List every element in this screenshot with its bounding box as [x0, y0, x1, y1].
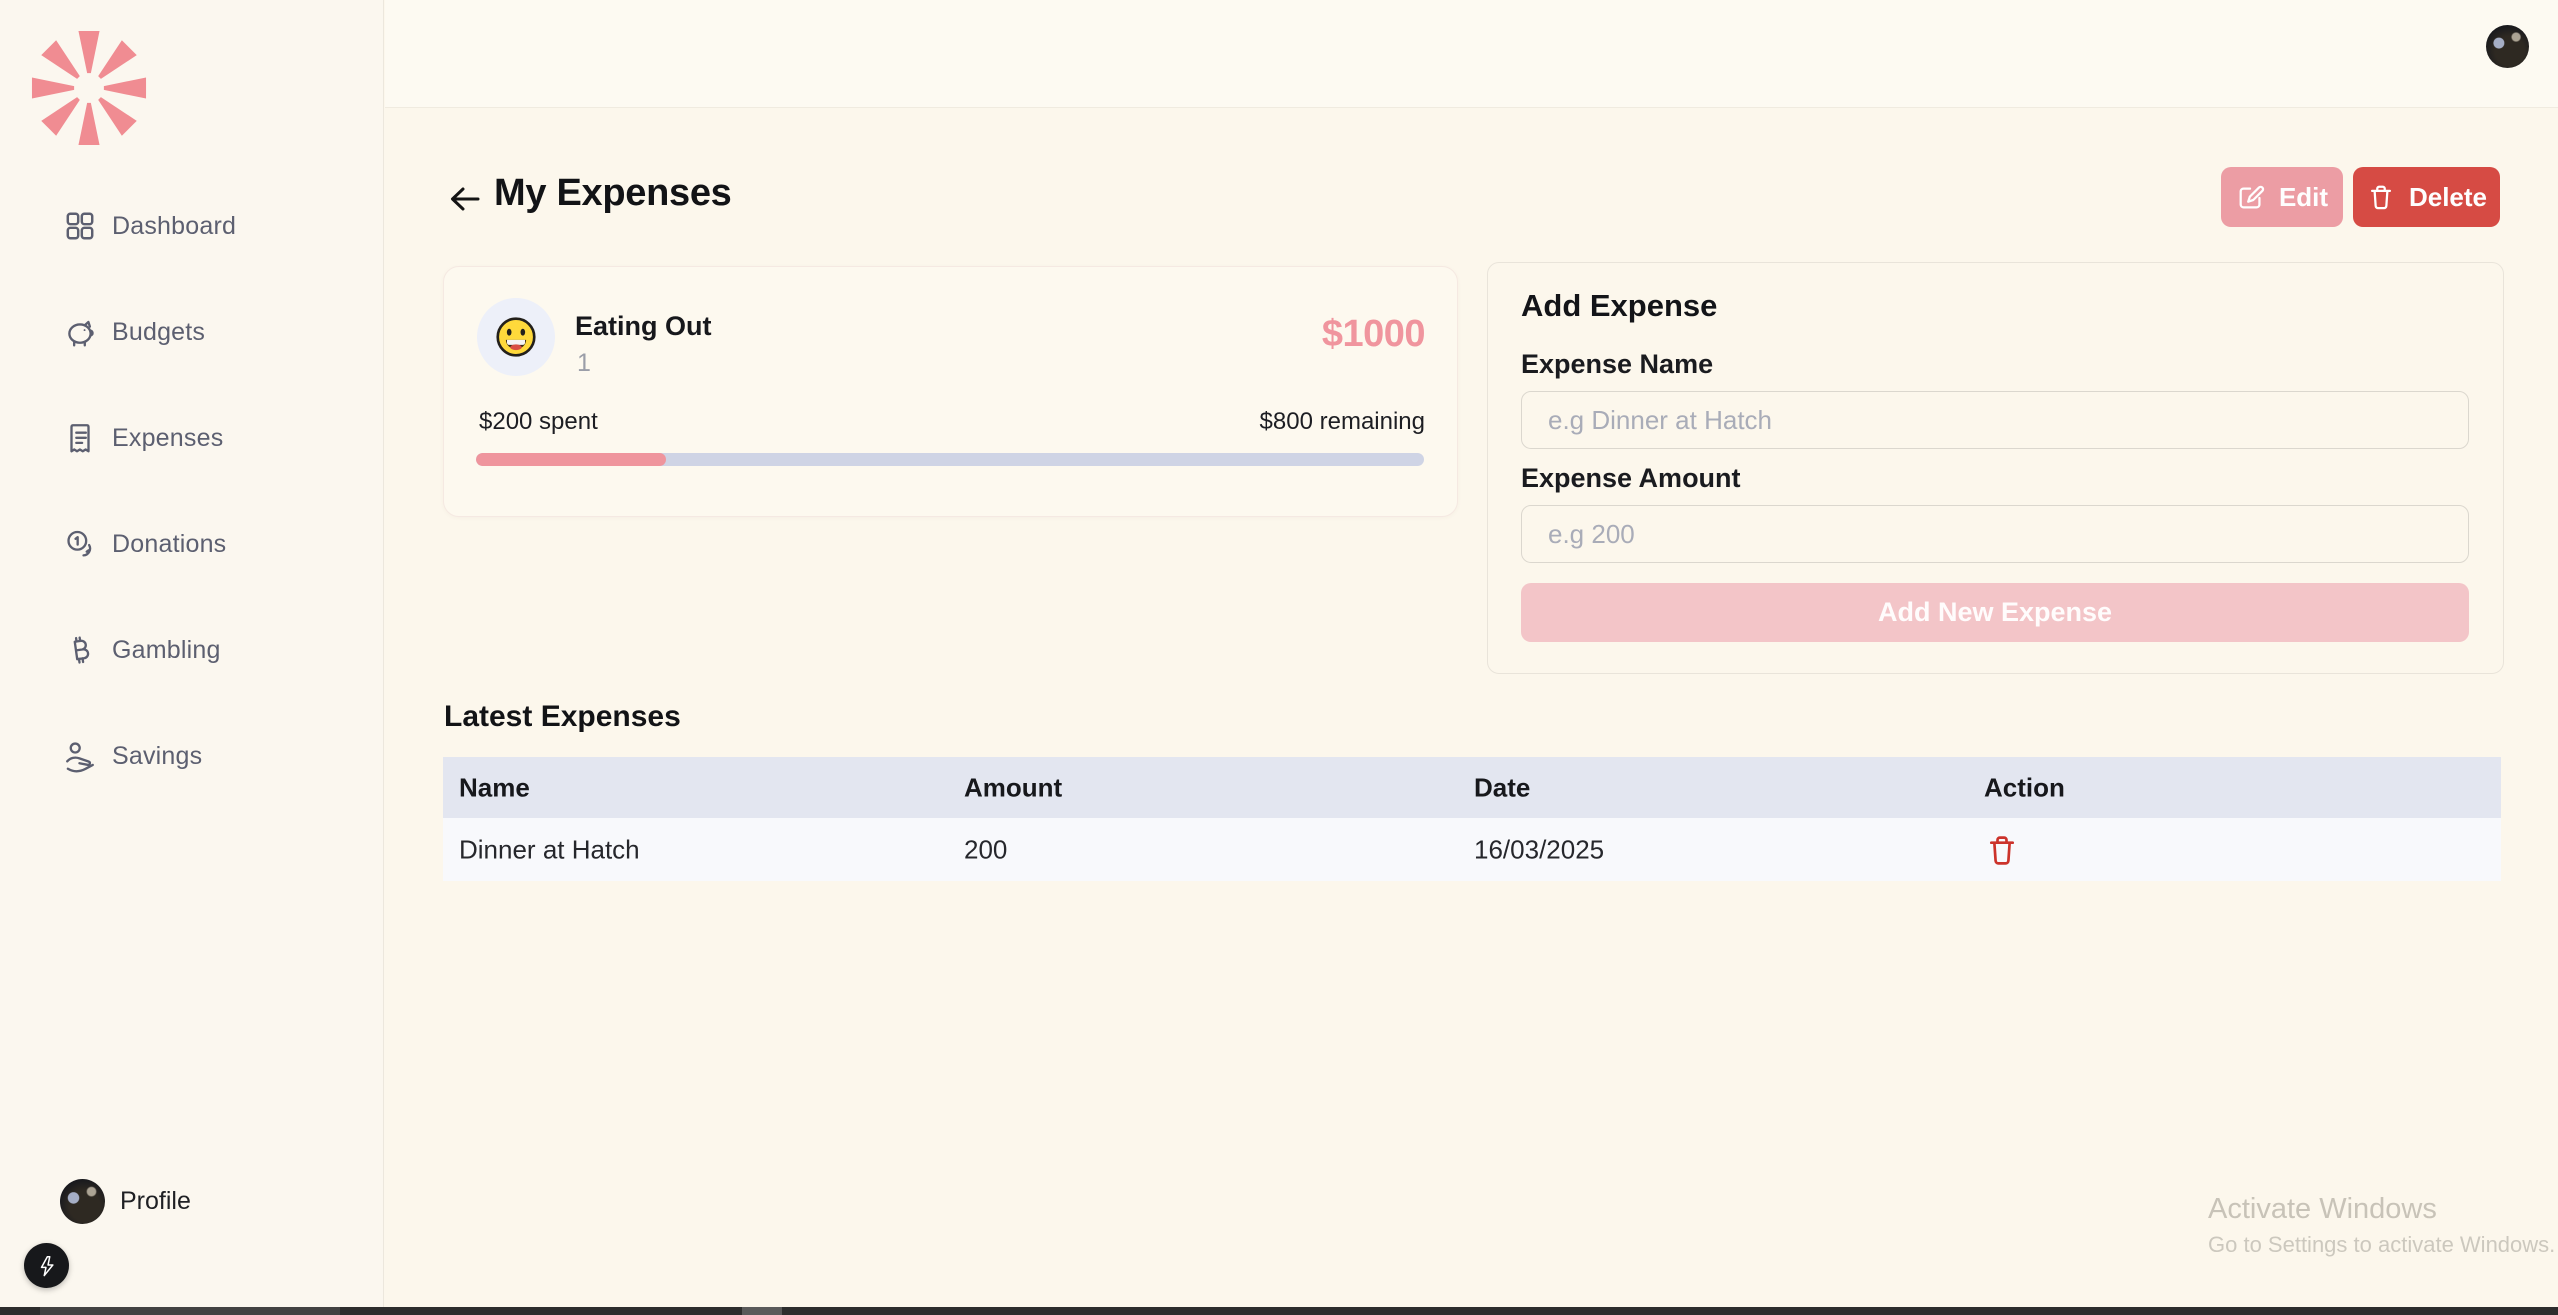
budget-card: Eating Out 1 $1000 $200 spent $800 remai…: [443, 266, 1458, 517]
sidebar-item-savings[interactable]: Savings: [63, 739, 236, 773]
cell-expense-date: 16/03/2025: [1474, 834, 1605, 864]
watermark-line1: Activate Windows: [2208, 1193, 2437, 1225]
progress-fill: [476, 453, 666, 466]
taskbar-segment: [742, 1307, 782, 1315]
budget-name: Eating Out: [575, 311, 712, 341]
column-header-amount: Amount: [964, 772, 1063, 802]
table-row: Dinner at Hatch 200 16/03/2025: [443, 818, 2501, 881]
column-header-name: Name: [459, 772, 530, 802]
sidebar-item-profile[interactable]: Profile: [60, 1179, 191, 1224]
add-new-expense-button[interactable]: Add New Expense: [1521, 583, 2469, 642]
sidebar-item-donations[interactable]: Donations: [63, 527, 236, 561]
pencil-square-icon: [2239, 185, 2265, 209]
sidebar-item-label: Savings: [112, 741, 203, 770]
expense-name-input[interactable]: [1521, 391, 2469, 449]
user-avatar[interactable]: [2486, 25, 2529, 68]
sidebar-item-label: Dashboard: [112, 211, 237, 240]
budget-count: 1: [577, 349, 591, 377]
sidebar-nav: Dashboard Budgets Expenses: [63, 209, 236, 773]
expense-amount-label: Expense Amount: [1521, 463, 1741, 493]
back-arrow-icon[interactable]: [446, 181, 484, 217]
lightning-icon: [40, 1255, 54, 1276]
table-header-row: Name Amount Date Action: [443, 757, 2501, 818]
edit-button-label: Edit: [2278, 181, 2329, 212]
sidebar-item-expenses[interactable]: Expenses: [63, 421, 236, 455]
receipt-icon: [70, 424, 90, 453]
hand-coin-icon: [66, 742, 94, 773]
sidebar-item-budgets[interactable]: Budgets: [63, 315, 236, 349]
column-header-date: Date: [1474, 772, 1531, 802]
sidebar-item-gambling[interactable]: Gambling: [63, 633, 236, 667]
trash-icon: [2370, 185, 2391, 210]
grinning-face-emoji: [496, 317, 536, 357]
column-header-action: Action: [1984, 772, 2065, 802]
latest-expenses-title: Latest Expenses: [444, 700, 681, 733]
coins-icon: [67, 530, 92, 557]
profile-avatar: [60, 1179, 105, 1224]
add-expense-title: Add Expense: [1521, 288, 1718, 323]
budget-spent-label: $200 spent: [479, 408, 598, 435]
sidebar-item-label: Gambling: [112, 635, 221, 664]
budget-emoji-badge: [477, 298, 555, 376]
add-expense-panel: Add Expense Expense Name Expense Amount …: [1487, 262, 2504, 674]
delete-button[interactable]: Delete: [2353, 167, 2500, 227]
bitcoin-icon: [73, 636, 90, 664]
edit-button[interactable]: Edit: [2221, 167, 2343, 227]
trash-icon[interactable]: [1984, 832, 2020, 868]
asterisk-burst-logo: [31, 30, 147, 146]
sidebar-item-dashboard[interactable]: Dashboard: [63, 209, 236, 243]
expense-amount-input[interactable]: [1521, 505, 2469, 563]
profile-label: Profile: [120, 1187, 191, 1215]
taskbar-segment: [40, 1307, 340, 1315]
cell-expense-name: Dinner at Hatch: [459, 834, 640, 864]
quick-action-fab[interactable]: [24, 1243, 69, 1288]
sidebar-item-label: Donations: [112, 529, 227, 558]
watermark-line2: Go to Settings to activate Windows.: [2208, 1232, 2556, 1257]
taskbar-edge: [0, 1307, 2558, 1315]
sidebar-item-label: Budgets: [112, 317, 206, 346]
cell-expense-amount: 200: [964, 834, 1008, 864]
delete-button-label: Delete: [2408, 181, 2488, 212]
piggy-bank-icon: [68, 320, 94, 347]
budget-remaining-label: $800 remaining: [1259, 408, 1425, 435]
budget-progress-track: [476, 453, 1424, 466]
budget-amount: $1000: [1321, 313, 1426, 355]
expense-name-label: Expense Name: [1521, 349, 1714, 379]
grid-icon: [66, 212, 94, 240]
sidebar: Dashboard Budgets Expenses: [0, 0, 384, 1307]
topbar: [385, 0, 2558, 108]
activate-windows-watermark: Activate Windows Go to Settings to activ…: [2208, 1193, 2555, 1258]
sidebar-item-label: Expenses: [112, 423, 224, 452]
page-title: My Expenses: [494, 172, 732, 214]
latest-expenses-table: Name Amount Date Action Dinner at Hatch …: [443, 757, 2501, 881]
